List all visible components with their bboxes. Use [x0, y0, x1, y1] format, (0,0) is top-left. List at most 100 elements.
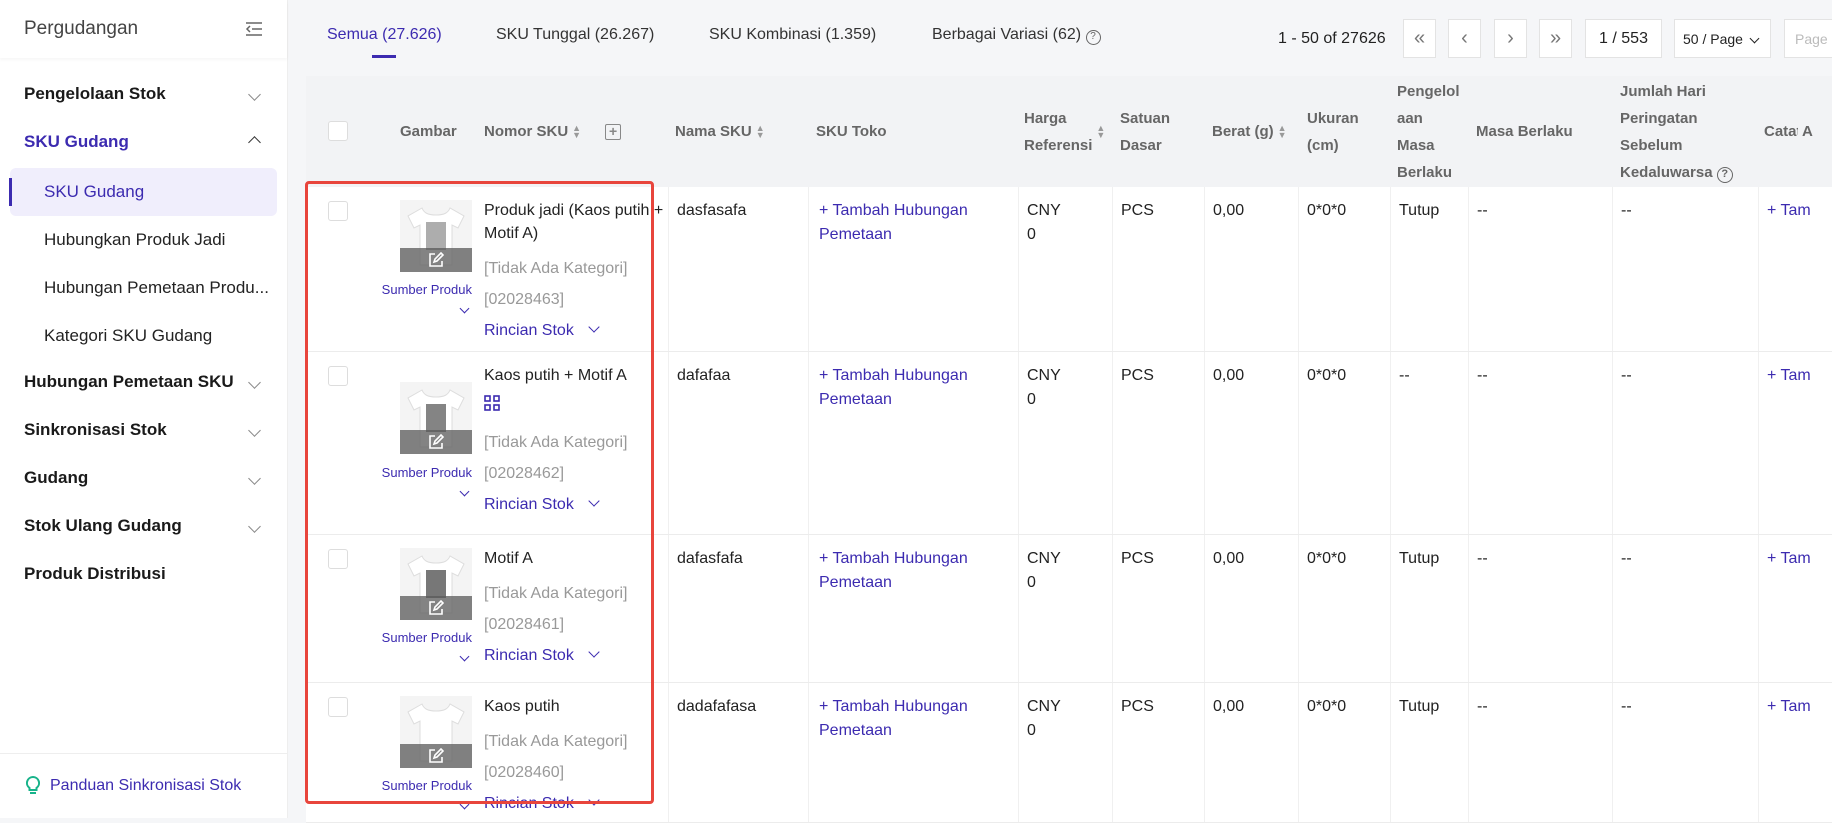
chevron-down-icon: [248, 519, 261, 533]
sort-icon[interactable]: ▲ ▼: [755, 122, 765, 140]
size: 0*0*0: [1298, 535, 1390, 682]
tab-sku-tunggal[interactable]: SKU Tunggal (26.267): [496, 26, 655, 43]
sidebar-group-stok-ulang-gudang[interactable]: Stok Ulang Gudang: [24, 516, 263, 536]
reference-price: CNY 0: [1018, 535, 1112, 682]
product-source-dropdown[interactable]: Sumber Produk: [342, 281, 472, 317]
base-unit: PCS: [1112, 352, 1204, 534]
sidebar-group-gudang[interactable]: Gudang: [24, 468, 263, 488]
notes-cell: + Tam: [1758, 352, 1832, 534]
row-checkbox[interactable]: [328, 366, 348, 386]
tab-berbagai-variasi[interactable]: Berbagai Variasi (62) ?: [932, 26, 1101, 45]
sidebar-group-sku-gudang[interactable]: SKU Gudang: [24, 132, 263, 152]
stock-detail-toggle[interactable]: Rincian Stok: [484, 489, 666, 520]
row-checkbox[interactable]: [328, 549, 348, 569]
table-row: Sumber Produk Kaos putih + Motif A [Tida…: [306, 352, 1832, 535]
sidebar-item-hubungkan-produk-jadi[interactable]: Hubungkan Produk Jadi: [10, 216, 277, 264]
chevron-left-icon: ‹: [1461, 27, 1468, 49]
add-mapping-link[interactable]: + Tambah Hubungan Pemetaan: [819, 698, 968, 739]
row-checkbox[interactable]: [328, 201, 348, 221]
source-label: Sumber Produk: [381, 465, 472, 480]
expand-plus-icon[interactable]: +: [605, 123, 622, 140]
edit-image-overlay[interactable]: [400, 248, 472, 272]
add-mapping-link[interactable]: + Tambah Hubungan Pemetaan: [819, 550, 968, 591]
tab-label: Berbagai Variasi (62): [932, 26, 1082, 43]
sidebar-item-produk-distribusi[interactable]: Produk Distribusi: [24, 564, 263, 584]
add-mapping-link[interactable]: + Tambah Hubungan Pemetaan: [819, 367, 968, 408]
sidebar-item-kategori-sku-gudang[interactable]: Kategori SKU Gudang: [10, 312, 277, 360]
price-value: 0: [1027, 226, 1036, 243]
add-note-link[interactable]: + Tam: [1767, 698, 1811, 715]
product-source-dropdown[interactable]: Sumber Produk: [342, 629, 472, 665]
next-page-button[interactable]: ›: [1494, 19, 1527, 58]
first-page-button[interactable]: «: [1403, 19, 1436, 58]
current-page-field[interactable]: 1 / 553: [1585, 19, 1662, 58]
size: 0*0*0: [1298, 683, 1390, 822]
sidebar-group-sinkronisasi-stok[interactable]: Sinkronisasi Stok: [24, 420, 263, 440]
col-nama-sku[interactable]: Nama SKU ▲ ▼: [675, 76, 765, 187]
select-all-checkbox[interactable]: [328, 121, 348, 141]
weight: 0,00: [1204, 535, 1298, 682]
price-currency: CNY: [1027, 367, 1061, 384]
expiry-warning-days: --: [1612, 352, 1758, 534]
prev-page-button[interactable]: ‹: [1448, 19, 1481, 58]
shop-sku-cell: + Tambah Hubungan Pemetaan: [808, 352, 1018, 534]
collapse-menu-icon[interactable]: [245, 21, 263, 37]
stock-detail-toggle[interactable]: Rincian Stok: [484, 315, 666, 346]
row-checkbox[interactable]: [328, 697, 348, 717]
sync-guide-label: Panduan Sinkronisasi Stok: [50, 777, 242, 794]
price-currency: CNY: [1027, 550, 1061, 567]
chevron-down-icon: [588, 794, 600, 806]
edit-image-overlay[interactable]: [400, 430, 472, 454]
sidebar-item-hubungan-pemetaan-produk[interactable]: Hubungan Pemetaan Produ...: [10, 264, 277, 312]
sort-icon[interactable]: ▲ ▼: [572, 122, 582, 140]
add-note-link[interactable]: + Tam: [1767, 550, 1811, 567]
add-note-link[interactable]: + Tam: [1767, 202, 1811, 219]
help-icon[interactable]: ?: [1085, 30, 1101, 45]
tab-semua[interactable]: Semua (27.626): [327, 26, 442, 58]
sidebar-group-hubungan-pemetaan-sku[interactable]: Hubungan Pemetaan SKU: [24, 372, 263, 392]
chevron-down-icon: [248, 471, 261, 485]
product-thumbnail[interactable]: [400, 696, 472, 768]
sort-icon[interactable]: ▲ ▼: [1096, 122, 1106, 140]
validity-management: Tutup: [1390, 535, 1468, 682]
col-nomor-sku[interactable]: Nomor SKU ▲ ▼ +: [484, 76, 622, 187]
validity-period: --: [1468, 352, 1612, 534]
per-page-select[interactable]: 50 / Page: [1674, 19, 1771, 58]
add-note-link[interactable]: + Tam: [1767, 367, 1811, 384]
product-thumbnail[interactable]: [400, 548, 472, 620]
col-sku-toko: SKU Toko: [816, 123, 887, 140]
sidebar-group-label: Gudang: [24, 468, 89, 487]
edit-icon: [429, 252, 444, 267]
last-page-button[interactable]: »: [1539, 19, 1572, 58]
sidebar-item-sku-gudang[interactable]: SKU Gudang: [9, 168, 277, 216]
chevron-down-icon: [588, 321, 600, 333]
stock-detail-toggle[interactable]: Rincian Stok: [484, 640, 666, 671]
tab-sku-kombinasi[interactable]: SKU Kombinasi (1.359): [709, 26, 877, 43]
sidebar-item-label: Kategori SKU Gudang: [44, 326, 213, 345]
product-source-dropdown[interactable]: Sumber Produk: [342, 777, 472, 813]
sidebar-group-pengelolaan-stok[interactable]: Pengelolaan Stok: [24, 84, 263, 104]
sync-guide-link[interactable]: Panduan Sinkronisasi Stok: [0, 753, 287, 818]
edit-image-overlay[interactable]: [400, 744, 472, 768]
goto-page-input[interactable]: Page: [1784, 19, 1832, 58]
sku-cell: Produk jadi (Kaos putih + Motif A) [Tida…: [476, 187, 674, 351]
validity-management: Tutup: [1390, 683, 1468, 822]
col-label: Jumlah Hari Peringatan Sebelum Kedaluwar…: [1620, 82, 1713, 181]
sku-cell: Motif A [Tidak Ada Kategori] [02028461] …: [476, 535, 674, 682]
reference-price: CNY 0: [1018, 683, 1112, 822]
help-icon[interactable]: ?: [1716, 166, 1733, 183]
per-page-value: 50 / Page: [1683, 30, 1743, 47]
sidebar-group-label: Sinkronisasi Stok: [24, 420, 167, 439]
sku-number: Produk jadi (Kaos putih + Motif A): [484, 202, 664, 242]
sort-icon[interactable]: ▲ ▼: [1277, 122, 1287, 140]
stock-detail-label: Rincian Stok: [484, 322, 574, 339]
edit-image-overlay[interactable]: [400, 596, 472, 620]
col-harga-referensi[interactable]: Harga Referensi ▲ ▼: [1024, 76, 1106, 187]
sidebar-item-label: Hubungan Pemetaan Produ...: [44, 278, 269, 297]
product-source-dropdown[interactable]: Sumber Produk: [342, 464, 472, 500]
col-berat[interactable]: Berat (g) ▲ ▼: [1212, 76, 1287, 187]
product-thumbnail[interactable]: [400, 200, 472, 272]
stock-detail-toggle[interactable]: Rincian Stok: [484, 788, 666, 819]
product-thumbnail[interactable]: [400, 382, 472, 454]
add-mapping-link[interactable]: + Tambah Hubungan Pemetaan: [819, 202, 968, 243]
